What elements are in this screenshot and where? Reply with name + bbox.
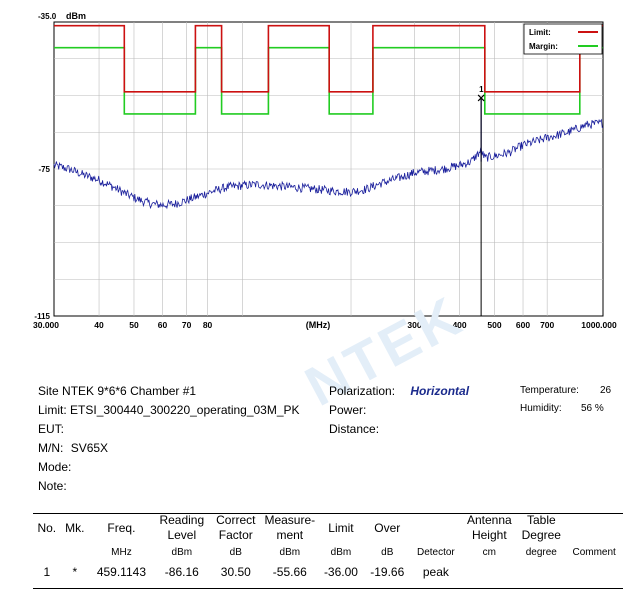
unit-cell: dBm bbox=[330, 546, 352, 558]
humidity-label: Humidity: bbox=[520, 403, 562, 414]
x-tick-label: 500 bbox=[487, 320, 501, 330]
unit-cell: degree bbox=[525, 546, 557, 558]
cell-reading: -86.16 bbox=[164, 565, 199, 579]
marker-label: 1 bbox=[479, 85, 484, 94]
eut-row: EUT: bbox=[38, 422, 64, 436]
y-axis-tick-labels: -35.0 -75 -115 bbox=[34, 12, 56, 321]
cell-no: 1 bbox=[43, 565, 51, 579]
legend-margin-label: Margin: bbox=[529, 42, 558, 51]
eut-label: EUT: bbox=[38, 422, 65, 436]
x-tick-label: 70 bbox=[182, 320, 192, 330]
limit-label: Limit: bbox=[38, 403, 67, 417]
y-tick-label: -115 bbox=[34, 312, 50, 321]
mn-value: SV65X bbox=[70, 441, 109, 455]
grid-lines bbox=[54, 22, 603, 316]
col-header bbox=[565, 513, 623, 543]
unit-cell: Detector bbox=[416, 546, 455, 558]
unit-cell: cm bbox=[482, 546, 496, 558]
humidity-value: 56 % bbox=[581, 403, 604, 414]
legend: Limit: Margin: bbox=[523, 23, 603, 55]
x-tick-label: 80 bbox=[203, 320, 213, 330]
limit-line bbox=[54, 24, 603, 93]
table-bottom-rule bbox=[33, 588, 623, 589]
col-header: Mk. bbox=[65, 520, 85, 535]
x-tick-label: 300 bbox=[407, 320, 421, 330]
y-tick-label: -75 bbox=[38, 165, 50, 174]
unit-cell: Comment bbox=[572, 546, 616, 558]
power-label: Power: bbox=[329, 403, 367, 417]
site-label: Site bbox=[38, 384, 59, 398]
mode-row: Mode: bbox=[38, 460, 71, 474]
emission-chart: 1 -35.0 -75 -115 30.000 40 50 60 70 80 300 400 500… bbox=[33, 11, 617, 330]
note-row: Note: bbox=[38, 479, 67, 493]
mode-label: Mode: bbox=[38, 460, 72, 474]
polarization-label: Polarization: bbox=[329, 384, 396, 398]
limit-row: Limit: ETSI_300440_300220_operating_03M_… bbox=[38, 403, 300, 417]
cell-freq: 459.1143 bbox=[96, 565, 146, 579]
polarization-value: Horizontal bbox=[410, 384, 470, 398]
y-tick-label: -35.0 bbox=[38, 12, 57, 21]
legend-limit-label: Limit: bbox=[529, 28, 551, 37]
col-header: Antenna Height bbox=[466, 513, 512, 542]
cell-mk: * bbox=[72, 565, 78, 579]
unit-cell: dBm bbox=[171, 546, 193, 558]
table-top-rule bbox=[33, 513, 623, 514]
x-axis-label: (MHz) bbox=[306, 320, 331, 330]
unit-cell bbox=[61, 543, 89, 561]
col-header: Measure-ment bbox=[264, 513, 316, 542]
unit-cell: dB bbox=[229, 546, 242, 558]
x-tick-label: 700 bbox=[540, 320, 554, 330]
polarization-row: Polarization: Horizontal bbox=[329, 384, 469, 398]
x-tick-label: 50 bbox=[129, 320, 139, 330]
site-row: Site NTEK 9*6*6 Chamber #1 bbox=[38, 384, 196, 398]
x-tick-label: 600 bbox=[516, 320, 530, 330]
site-value: NTEK 9*6*6 Chamber #1 bbox=[62, 384, 197, 398]
cell-degree bbox=[517, 561, 565, 583]
col-header: Over bbox=[374, 520, 401, 535]
x-tick-label: 30.000 bbox=[33, 320, 59, 330]
col-header: Reading Level bbox=[159, 513, 205, 542]
unit-cell bbox=[33, 543, 61, 561]
cell-measurement: -55.66 bbox=[272, 565, 307, 579]
y-unit-label: dBm bbox=[66, 11, 86, 21]
col-header: Correct Factor bbox=[216, 513, 256, 542]
unit-cell: dBm bbox=[279, 546, 301, 558]
unit-cell: MHz bbox=[111, 546, 132, 558]
temperature-value: 26 bbox=[600, 385, 612, 396]
limit-lines bbox=[54, 24, 603, 115]
x-tick-label: 60 bbox=[158, 320, 168, 330]
col-header: Freq. bbox=[107, 520, 136, 535]
margin-line bbox=[54, 46, 603, 115]
measurement-table: No. Mk. Freq. Reading Level Correct Fact… bbox=[33, 513, 623, 583]
cell-limit: -36.00 bbox=[323, 565, 358, 579]
col-header: Table Degree bbox=[521, 513, 561, 542]
note-label: Note: bbox=[38, 479, 67, 493]
table-row: 1 * 459.1143 -86.16 30.50 -55.66 -36.00 … bbox=[33, 561, 623, 583]
cell-detector: peak bbox=[422, 565, 449, 579]
unit-cell: dB bbox=[381, 546, 394, 558]
limit-value: ETSI_300440_300220_operating_03M_PK bbox=[70, 403, 300, 417]
mn-row: M/N: SV65X bbox=[38, 441, 108, 455]
x-tick-label: 1000.000 bbox=[581, 320, 617, 330]
marker-x-b bbox=[477, 94, 485, 102]
cell-over: -19.66 bbox=[370, 565, 405, 579]
col-header: No. bbox=[37, 520, 57, 535]
x-tick-label: 400 bbox=[452, 320, 466, 330]
temperature-label: Temperature: bbox=[520, 385, 579, 396]
cell-factor: 30.50 bbox=[220, 565, 251, 579]
distance-label: Distance: bbox=[329, 422, 380, 436]
x-tick-label: 40 bbox=[94, 320, 104, 330]
power-row: Power: bbox=[329, 403, 366, 417]
cell-height bbox=[461, 561, 517, 583]
mn-label: M/N: bbox=[38, 441, 64, 455]
peak-marker: 1 bbox=[477, 85, 485, 316]
x-axis-tick-labels: 30.000 40 50 60 70 80 300 400 500 600 700 1000.000 bbox=[33, 320, 617, 330]
table-units-row: MHz dBm dB dBm dBm dB Detector cm degree… bbox=[33, 543, 623, 561]
trace-path bbox=[53, 118, 603, 210]
table-header-row: No. Mk. Freq. Reading Level Correct Fact… bbox=[33, 513, 623, 543]
col-header bbox=[410, 513, 461, 543]
cell-comment bbox=[565, 561, 623, 583]
distance-row: Distance: bbox=[329, 422, 379, 436]
col-header: Limit bbox=[328, 520, 354, 535]
